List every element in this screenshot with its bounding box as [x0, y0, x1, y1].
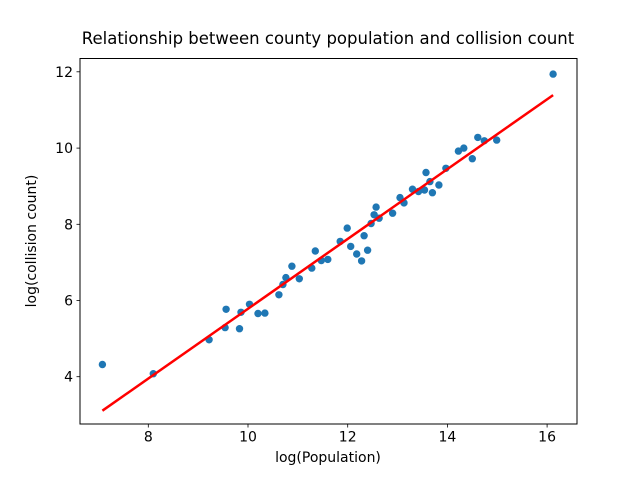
scatter-point [363, 246, 372, 254]
y-tick-label: 8 [64, 217, 73, 233]
y-axis-label: log(collision count) [24, 175, 40, 308]
chart-title: Relationship between county population a… [82, 29, 575, 48]
scatter-point [420, 186, 429, 194]
scatter-point [460, 144, 468, 152]
scatter-point [235, 325, 244, 333]
scatter-point [343, 224, 351, 232]
scatter-point [311, 247, 319, 255]
y-tick-label: 10 [55, 141, 73, 157]
y-axis: 4 6 8 10 12 [55, 65, 80, 386]
scatter-point [324, 255, 332, 264]
scatter-point [388, 209, 397, 217]
scatter-point [261, 309, 269, 317]
scatter-point [474, 133, 482, 142]
x-tick-label: 10 [239, 430, 257, 446]
x-axis: 8 10 12 14 16 [144, 424, 556, 446]
scatter-point [372, 203, 380, 211]
scatter-point [493, 136, 501, 144]
scatter-point [428, 189, 437, 197]
scatter-point [347, 242, 355, 251]
scatter-point [357, 257, 366, 265]
scatter-point [275, 291, 283, 299]
scatter-point [222, 305, 230, 313]
x-tick-label: 14 [438, 430, 456, 446]
scatter-point [288, 262, 296, 270]
y-tick-label: 6 [64, 294, 73, 310]
scatter-point [254, 309, 262, 318]
scatter-point [98, 360, 107, 369]
x-tick-label: 8 [144, 430, 153, 446]
regression-line [101, 94, 554, 412]
y-tick-label: 4 [64, 370, 73, 386]
scatter-point [435, 181, 443, 189]
y-tick-label: 12 [55, 65, 73, 81]
scatter-point [454, 147, 463, 155]
scatter-point [396, 193, 404, 202]
scatter-point [549, 70, 557, 78]
scatter-point [422, 168, 430, 177]
scatter-point [360, 232, 368, 240]
plot-area: 8 10 12 14 16 4 6 8 10 12 [55, 58, 578, 446]
scatter-point [468, 155, 476, 163]
x-axis-label: log(Population) [275, 450, 381, 466]
scatter-point [353, 250, 361, 258]
x-tick-label: 12 [339, 430, 357, 446]
x-tick-label: 16 [538, 430, 556, 446]
plot-border [79, 58, 578, 425]
scatter-series [98, 70, 557, 378]
scatter-point [295, 275, 303, 283]
